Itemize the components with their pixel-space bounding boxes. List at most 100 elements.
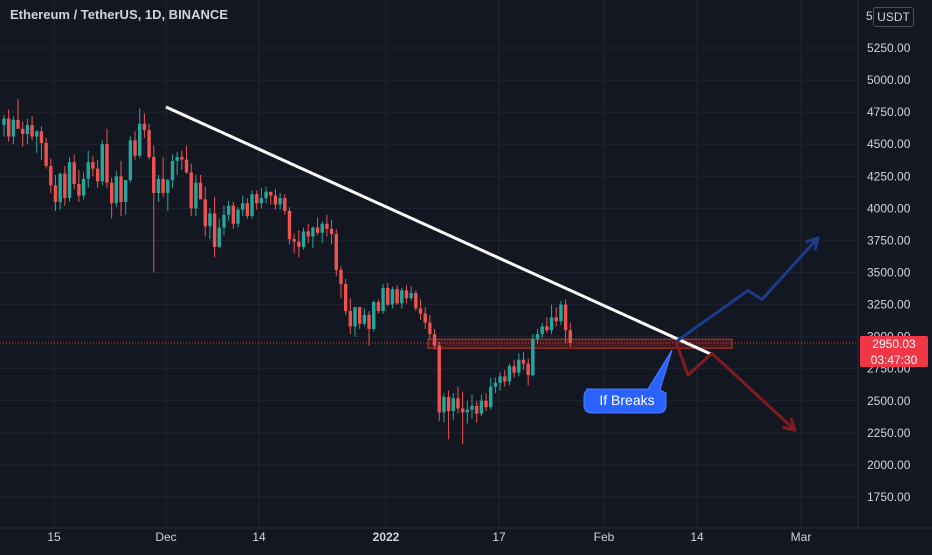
candle-body xyxy=(123,180,128,202)
candle xyxy=(432,328,437,350)
candle-body xyxy=(119,176,123,202)
candle-body xyxy=(362,314,367,324)
candle-body xyxy=(6,118,11,137)
support-zone-layer xyxy=(0,338,858,349)
candle xyxy=(301,227,306,250)
candle-body xyxy=(2,118,6,125)
callout[interactable]: If Breaks xyxy=(583,349,673,414)
candle xyxy=(170,154,175,188)
candle xyxy=(269,191,273,205)
candle xyxy=(526,358,530,386)
candle-body xyxy=(67,162,72,199)
candle-body xyxy=(554,317,558,322)
candle xyxy=(404,285,409,304)
candle-body xyxy=(404,290,409,299)
candle xyxy=(53,175,58,211)
support-zone[interactable] xyxy=(427,338,733,349)
candle xyxy=(11,115,16,145)
candle xyxy=(287,207,292,245)
candle-body xyxy=(194,182,198,209)
candle-body xyxy=(451,398,455,412)
candle-body xyxy=(428,322,432,335)
candle-body xyxy=(545,326,549,331)
candle-body xyxy=(442,396,446,413)
candle xyxy=(489,377,493,410)
candle xyxy=(568,322,572,347)
candle-body xyxy=(446,396,451,412)
candle-body xyxy=(437,345,441,413)
candle xyxy=(152,145,156,273)
candle-body xyxy=(521,359,526,364)
candle-body xyxy=(147,130,151,158)
candle xyxy=(493,377,498,394)
candle-body xyxy=(152,157,156,193)
candle-body xyxy=(156,178,161,193)
bearish-projection-arrow[interactable] xyxy=(674,341,797,432)
candle xyxy=(58,172,62,210)
last-price-value: 2950.03 xyxy=(872,337,916,351)
candle xyxy=(512,359,516,378)
candle xyxy=(428,314,432,340)
candle xyxy=(194,175,198,217)
candle xyxy=(138,108,142,159)
candle xyxy=(142,113,147,138)
candle-body xyxy=(512,366,516,373)
candle xyxy=(81,172,86,200)
y-tick-label: 4750.00 xyxy=(867,105,911,119)
drawings[interactable] xyxy=(165,105,820,432)
bullish-projection-arrow-head xyxy=(805,236,820,251)
candle-body xyxy=(208,213,212,227)
candle-body xyxy=(301,231,306,247)
candle xyxy=(109,177,114,219)
candle xyxy=(63,166,67,206)
candle xyxy=(114,171,119,208)
candle-body xyxy=(484,400,488,408)
candle xyxy=(222,205,226,236)
candle xyxy=(320,221,324,243)
callout-bubble[interactable] xyxy=(583,349,673,414)
candle-body xyxy=(559,304,563,322)
candle-body xyxy=(16,119,20,129)
candle xyxy=(456,386,460,414)
candle xyxy=(217,218,221,249)
time-axis[interactable]: 15 Dec 14 2022 17 Feb 14 Mar xyxy=(0,527,932,544)
candle-body xyxy=(400,290,404,304)
candle xyxy=(559,300,563,326)
candle-body xyxy=(460,408,465,413)
bullish-projection-arrow[interactable] xyxy=(675,236,820,343)
candle xyxy=(6,109,11,142)
candle-body xyxy=(334,234,338,270)
y-tick-label: 2000.00 xyxy=(867,458,911,472)
x-tick-label: 14 xyxy=(252,530,266,544)
candle xyxy=(479,394,484,417)
trendline[interactable] xyxy=(165,105,713,356)
currency-button[interactable]: USDT xyxy=(873,7,914,27)
candle-body xyxy=(250,194,254,217)
candle-body xyxy=(114,176,119,204)
price-axis[interactable]: 5250.00 5000.00 4750.00 4500.00 4250.00 4000.… xyxy=(857,0,911,528)
candle xyxy=(273,189,278,210)
candle xyxy=(395,285,399,305)
candle xyxy=(437,341,441,422)
candle xyxy=(166,178,170,211)
candle-body xyxy=(456,398,460,409)
candle-body xyxy=(315,227,320,233)
candle xyxy=(540,322,544,338)
candle xyxy=(353,307,357,337)
callout-text: If Breaks xyxy=(599,392,654,408)
candle xyxy=(334,228,338,277)
candle xyxy=(30,115,34,141)
candle-body xyxy=(507,366,512,382)
candle-body xyxy=(180,157,184,160)
candle xyxy=(563,299,568,344)
candle xyxy=(250,190,254,219)
candle-body xyxy=(292,239,296,242)
candle-body xyxy=(91,162,95,169)
candle xyxy=(376,299,381,314)
candle xyxy=(212,196,217,258)
candle-body xyxy=(255,194,259,204)
x-tick-label: Feb xyxy=(594,530,615,544)
candle xyxy=(503,369,507,387)
